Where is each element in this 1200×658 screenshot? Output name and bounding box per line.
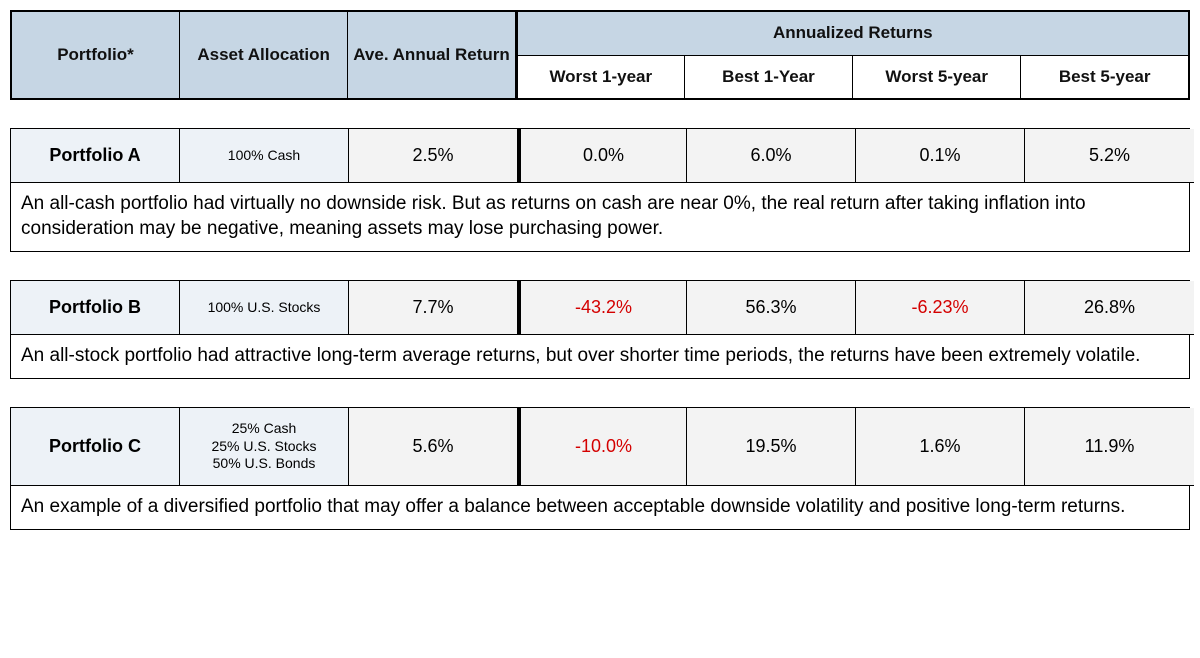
portfolio-block: Portfolio C 25% Cash 25% U.S. Stocks 50%… — [10, 407, 1190, 530]
worst-1-year: 0.0% — [518, 129, 687, 183]
portfolio-description: An all-cash portfolio had virtually no d… — [11, 183, 1189, 251]
best-1-year: 56.3% — [687, 281, 856, 335]
worst-5-year: -6.23% — [856, 281, 1025, 335]
col-portfolio: Portfolio* — [11, 11, 179, 99]
portfolio-description: An all-stock portfolio had attractive lo… — [11, 335, 1189, 378]
best-1-year: 19.5% — [687, 408, 856, 486]
table-header: Portfolio* Asset Allocation Ave. Annual … — [10, 10, 1190, 100]
portfolio-description: An example of a diversified portfolio th… — [11, 486, 1189, 529]
avg-annual-return: 2.5% — [349, 129, 518, 183]
col-worst5: Worst 5-year — [853, 55, 1021, 99]
portfolio-block: Portfolio B 100% U.S. Stocks 7.7% -43.2%… — [10, 280, 1190, 379]
worst-5-year: 1.6% — [856, 408, 1025, 486]
portfolio-block: Portfolio A 100% Cash 2.5% 0.0% 6.0% 0.1… — [10, 128, 1190, 252]
avg-annual-return: 5.6% — [349, 408, 518, 486]
asset-allocation: 25% Cash 25% U.S. Stocks 50% U.S. Bonds — [180, 408, 349, 486]
col-avg-return: Ave. Annual Return — [348, 11, 516, 99]
portfolio-name: Portfolio A — [11, 129, 180, 183]
best-5-year: 5.2% — [1025, 129, 1194, 183]
portfolio-name: Portfolio C — [11, 408, 180, 486]
col-best1: Best 1-Year — [684, 55, 852, 99]
portfolio-comparison-table: Portfolio* Asset Allocation Ave. Annual … — [10, 10, 1190, 530]
asset-allocation: 100% Cash — [180, 129, 349, 183]
best-5-year: 11.9% — [1025, 408, 1194, 486]
table-row: Portfolio A 100% Cash 2.5% 0.0% 6.0% 0.1… — [11, 129, 1189, 183]
portfolio-name: Portfolio B — [11, 281, 180, 335]
col-allocation: Asset Allocation — [179, 11, 347, 99]
worst-5-year: 0.1% — [856, 129, 1025, 183]
col-worst1: Worst 1-year — [516, 55, 684, 99]
asset-allocation: 100% U.S. Stocks — [180, 281, 349, 335]
best-1-year: 6.0% — [687, 129, 856, 183]
table-row: Portfolio B 100% U.S. Stocks 7.7% -43.2%… — [11, 281, 1189, 335]
table-row: Portfolio C 25% Cash 25% U.S. Stocks 50%… — [11, 408, 1189, 486]
worst-1-year: -10.0% — [518, 408, 687, 486]
best-5-year: 26.8% — [1025, 281, 1194, 335]
col-best5: Best 5-year — [1021, 55, 1189, 99]
col-group-returns: Annualized Returns — [516, 11, 1189, 55]
avg-annual-return: 7.7% — [349, 281, 518, 335]
worst-1-year: -43.2% — [518, 281, 687, 335]
